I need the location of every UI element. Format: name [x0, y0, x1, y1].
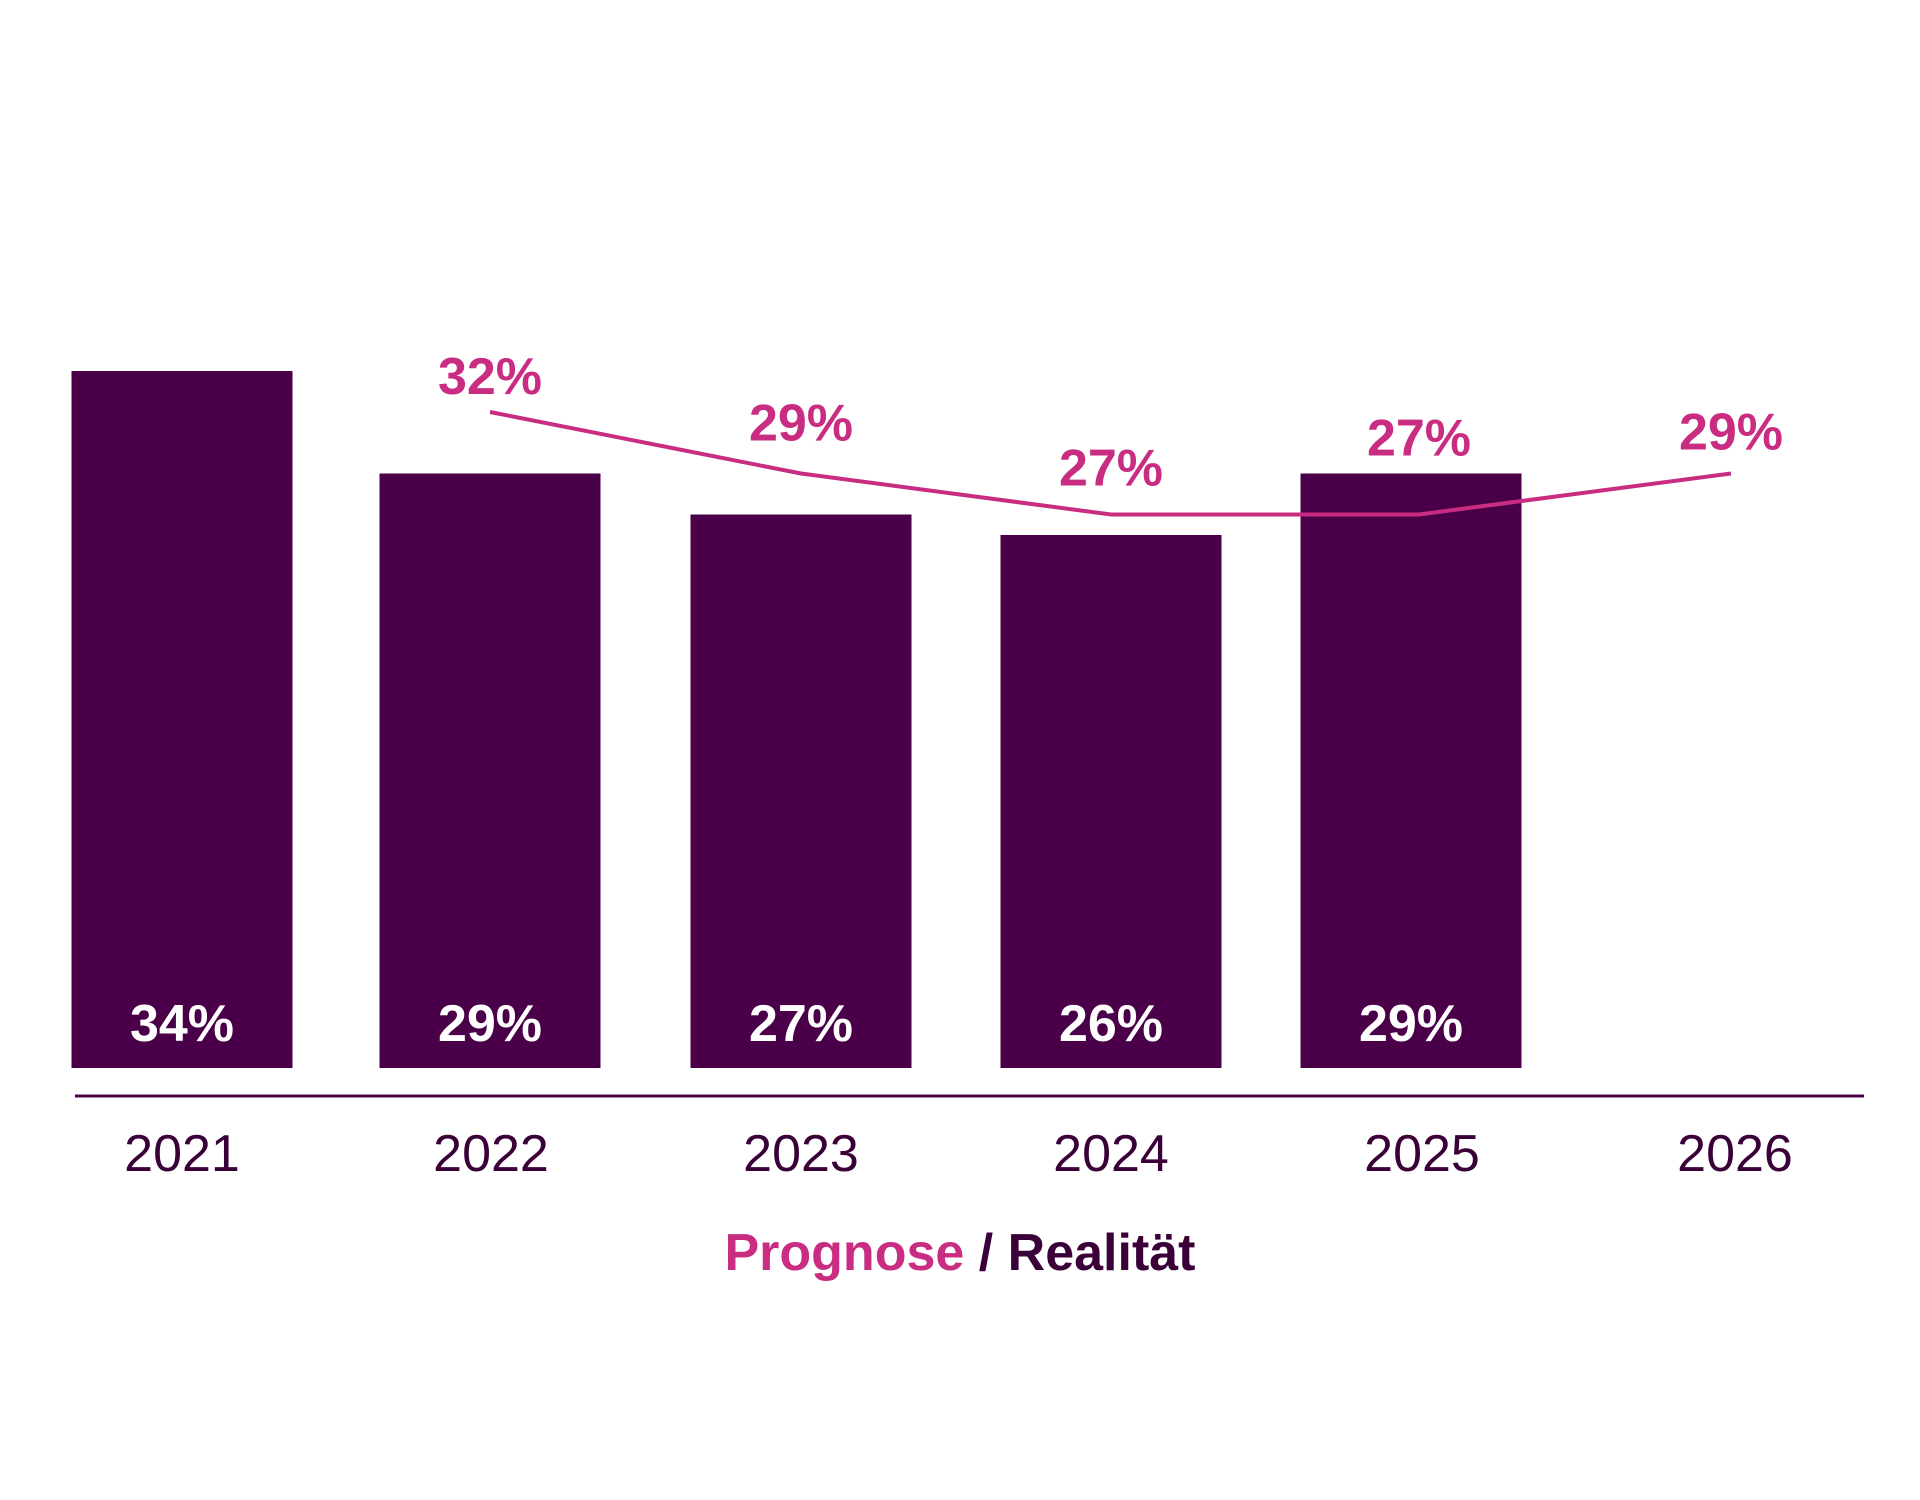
- x-tick-2023: 2023: [743, 1125, 859, 1183]
- bar-2024: [1000, 535, 1222, 1068]
- bar-label-2024: 26%: [1059, 995, 1163, 1053]
- x-tick-2024: 2024: [1053, 1125, 1169, 1183]
- forecast-label-2025: 27%: [1367, 410, 1471, 468]
- forecast-label-2022: 32%: [438, 348, 542, 406]
- forecast-label-2024: 27%: [1059, 440, 1163, 498]
- bar-2021: [71, 371, 293, 1068]
- line-layer: 32% 29% 27% 27% 29%: [438, 348, 1783, 517]
- bar-label-2021: 34%: [130, 995, 234, 1053]
- x-tick-2025: 2025: [1364, 1125, 1480, 1183]
- x-tick-2021: 2021: [124, 1125, 240, 1183]
- bar-2023: [690, 514, 912, 1068]
- bar-2025: [1300, 473, 1522, 1068]
- bar-label-2022: 29%: [438, 995, 542, 1053]
- legend-forecast: Prognose: [724, 1224, 964, 1282]
- forecast-label-2023: 29%: [749, 395, 853, 453]
- bar-label-2025: 29%: [1359, 995, 1463, 1053]
- bar-2022: [379, 473, 601, 1068]
- x-axis-ticks: 2021 2022 2023 2024 2025 2026: [124, 1125, 1793, 1183]
- forecast-label-2026: 29%: [1679, 404, 1783, 462]
- bars-layer: 34% 29% 27% 26% 29%: [71, 371, 1522, 1068]
- x-tick-2022: 2022: [433, 1125, 549, 1183]
- bar-label-2023: 27%: [749, 995, 853, 1053]
- legend-separator: /: [964, 1224, 1007, 1282]
- legend-actual: Realität: [1008, 1224, 1196, 1282]
- legend: Prognose / Realität: [724, 1224, 1195, 1282]
- x-tick-2026: 2026: [1677, 1125, 1793, 1183]
